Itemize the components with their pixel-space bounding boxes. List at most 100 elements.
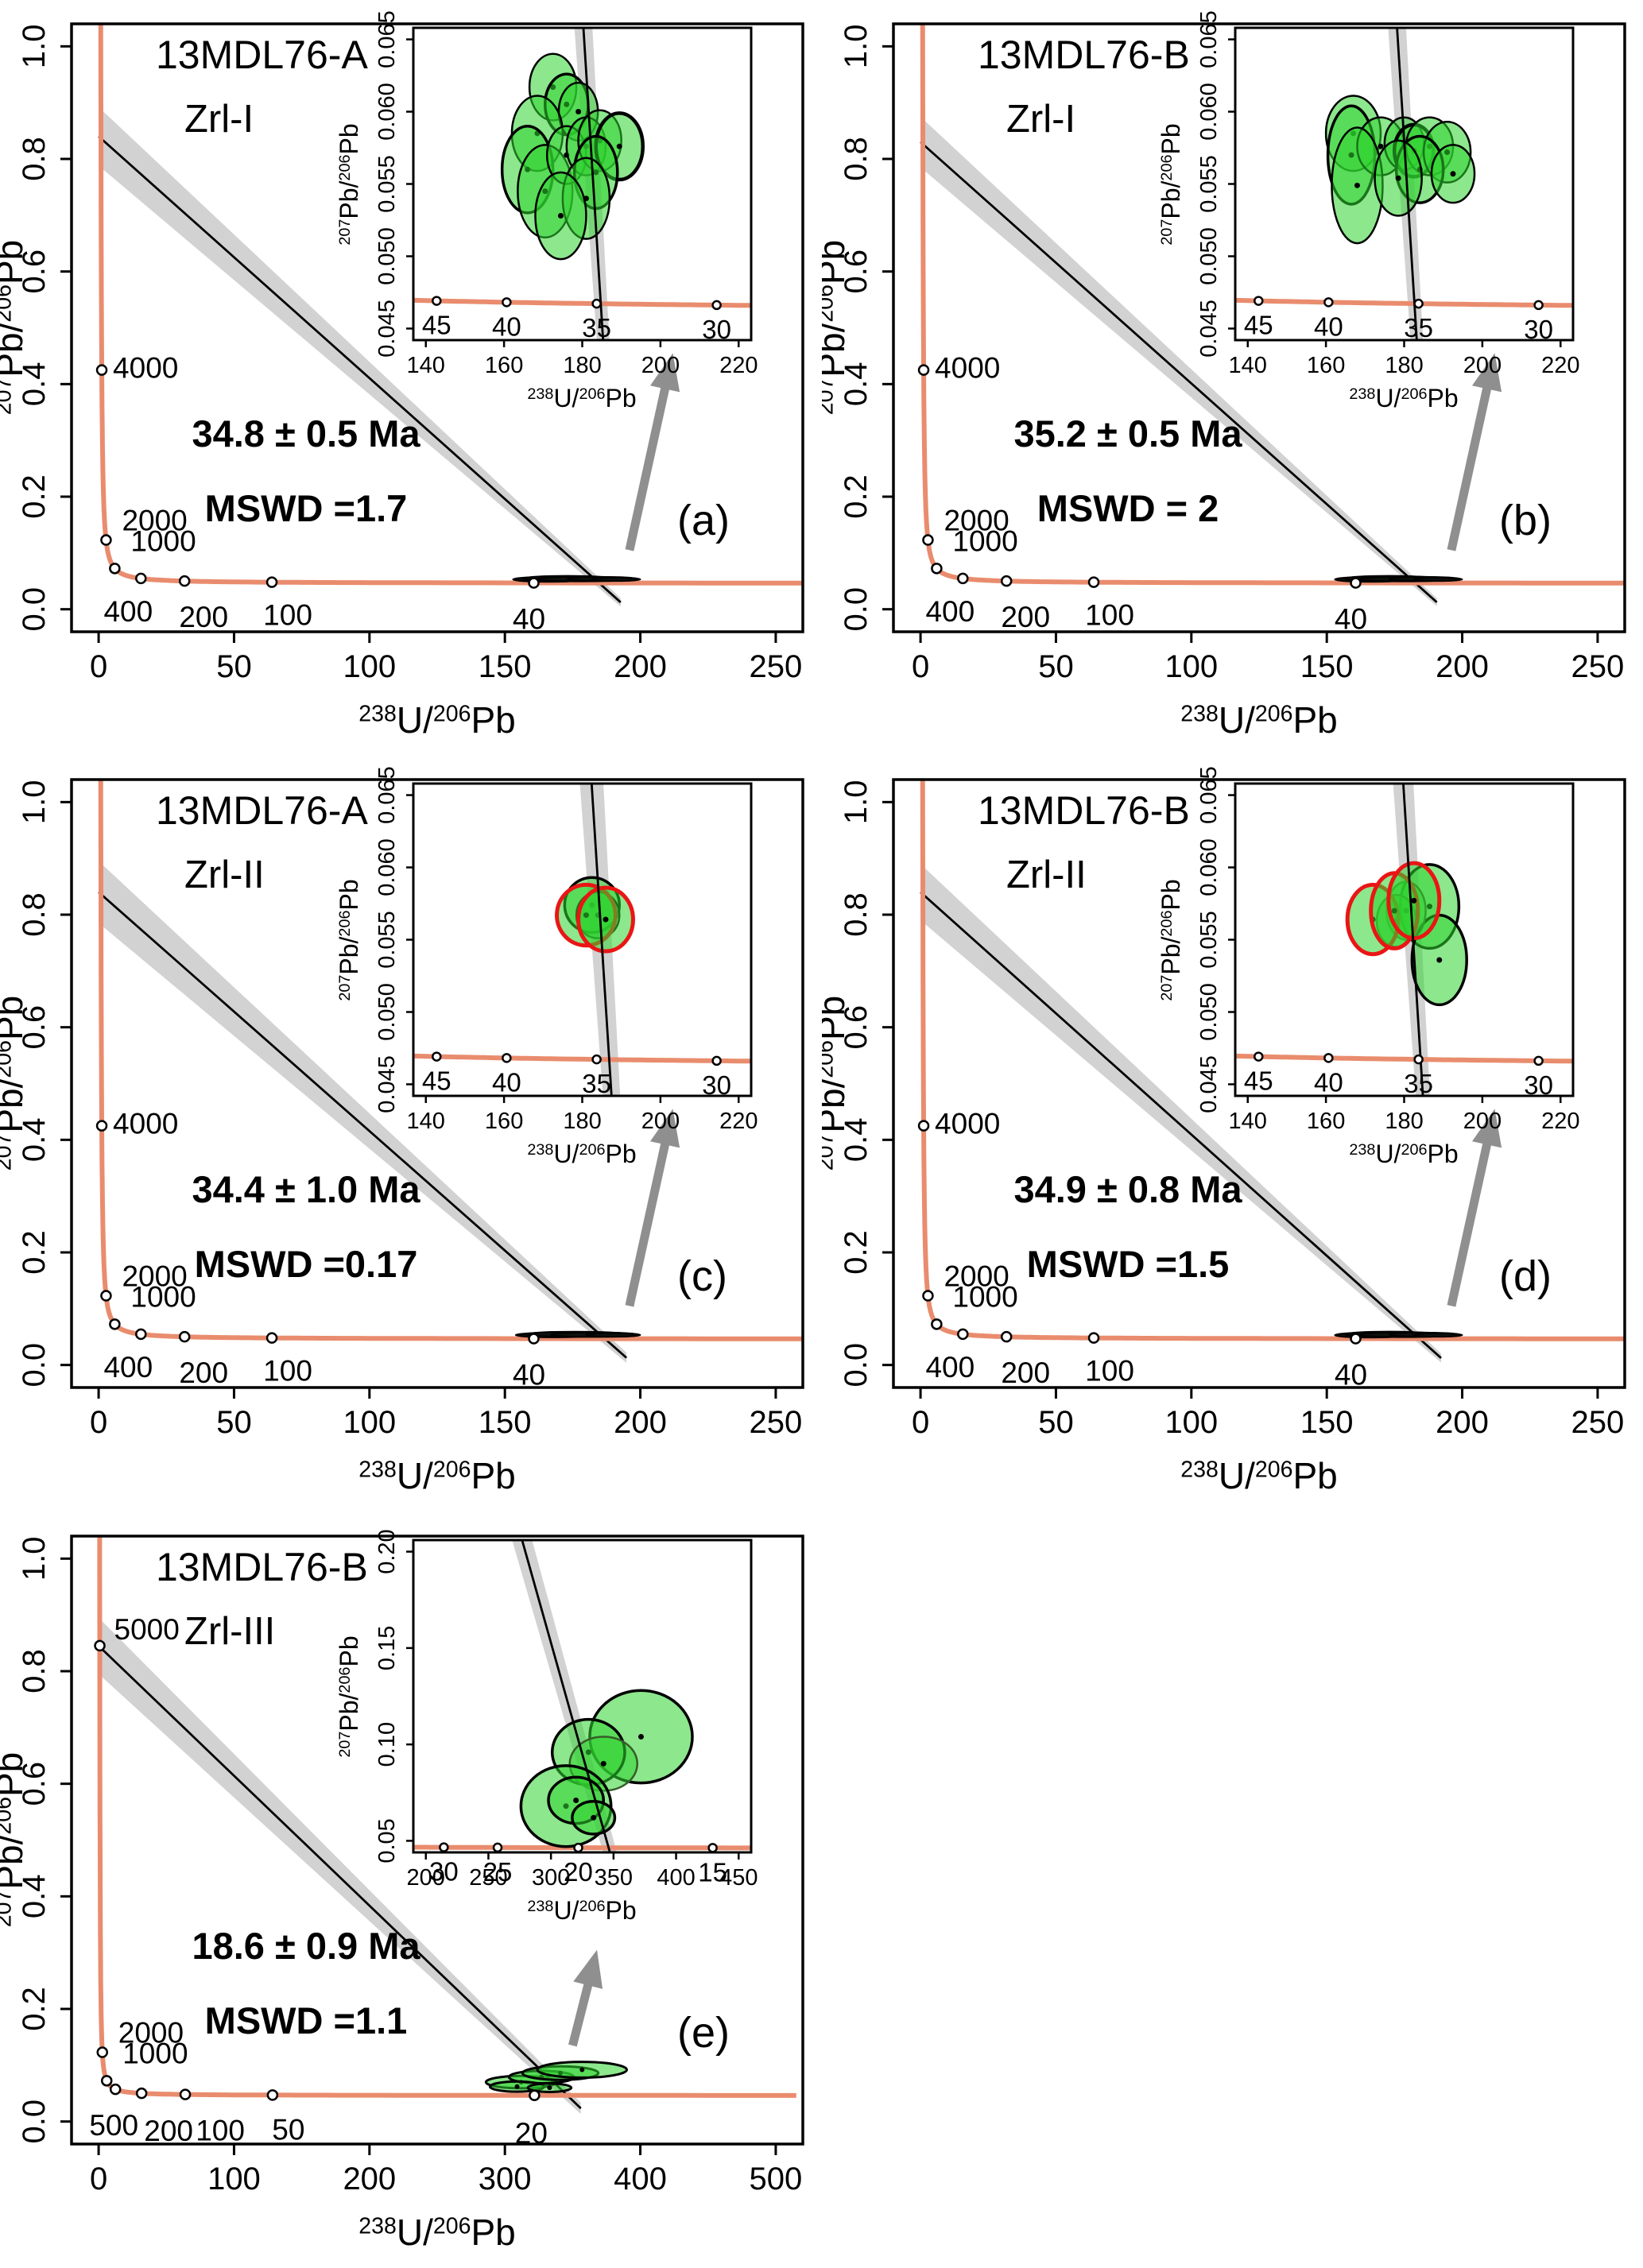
svg-text:0.4: 0.4: [839, 1118, 874, 1163]
svg-text:238U/206Pb: 238U/206Pb: [527, 1896, 636, 1925]
svg-text:238U/206Pb: 238U/206Pb: [527, 384, 636, 412]
svg-text:207Pb/206Pb: 207Pb/206Pb: [822, 996, 852, 1171]
svg-text:160: 160: [1307, 353, 1345, 378]
svg-text:0.045: 0.045: [374, 1055, 400, 1113]
svg-text:5000: 5000: [114, 1613, 180, 1646]
svg-text:100: 100: [1085, 1355, 1134, 1388]
svg-text:0.2: 0.2: [839, 474, 874, 519]
svg-text:238U/206Pb: 238U/206Pb: [358, 1455, 515, 1496]
svg-text:45: 45: [422, 311, 451, 340]
svg-text:0.0: 0.0: [17, 2100, 52, 2144]
svg-text:1.0: 1.0: [17, 25, 52, 69]
svg-text:300: 300: [532, 1865, 570, 1891]
svg-text:220: 220: [1541, 353, 1579, 378]
svg-text:0.055: 0.055: [374, 911, 400, 969]
svg-text:35: 35: [582, 1069, 611, 1098]
svg-text:0: 0: [90, 2162, 107, 2196]
svg-text:200: 200: [179, 1357, 228, 1389]
svg-text:2000: 2000: [122, 1260, 187, 1293]
svg-text:350: 350: [595, 1865, 633, 1891]
zone-label: Zrl-I: [184, 98, 254, 141]
svg-text:0.6: 0.6: [839, 1005, 874, 1050]
svg-text:40: 40: [492, 1067, 521, 1097]
svg-text:207Pb/206Pb: 207Pb/206Pb: [1157, 879, 1185, 1000]
svg-text:0.8: 0.8: [839, 137, 874, 181]
svg-text:0.050: 0.050: [374, 227, 400, 285]
svg-text:50: 50: [216, 1405, 252, 1440]
svg-text:0.10: 0.10: [374, 1722, 400, 1767]
svg-text:1.0: 1.0: [839, 25, 874, 69]
svg-text:238U/206Pb: 238U/206Pb: [1180, 1455, 1337, 1496]
svg-text:500: 500: [750, 2162, 803, 2196]
panel-letter: (e): [677, 2009, 730, 2057]
svg-text:220: 220: [1541, 1109, 1579, 1134]
svg-text:0.065: 0.065: [1196, 10, 1222, 68]
svg-text:0.4: 0.4: [17, 1875, 52, 1919]
svg-text:207Pb/206Pb: 207Pb/206Pb: [0, 996, 30, 1171]
svg-text:50: 50: [272, 2113, 304, 2146]
svg-text:250: 250: [469, 1865, 507, 1891]
svg-text:100: 100: [207, 2162, 261, 2196]
svg-text:180: 180: [1385, 353, 1423, 378]
svg-text:140: 140: [407, 353, 445, 378]
svg-text:0.065: 0.065: [1196, 766, 1222, 824]
svg-text:0.045: 0.045: [1196, 300, 1222, 358]
svg-text:100: 100: [1164, 1405, 1218, 1440]
svg-text:0.8: 0.8: [17, 892, 52, 937]
svg-text:200: 200: [641, 353, 680, 378]
zone-label: Zrl-I: [1006, 98, 1076, 141]
svg-text:100: 100: [343, 1405, 396, 1440]
svg-text:0.6: 0.6: [17, 1005, 52, 1050]
zone-label: Zrl-II: [1006, 853, 1087, 896]
svg-text:200: 200: [1001, 601, 1050, 633]
svg-text:0.2: 0.2: [17, 1230, 52, 1275]
svg-text:1000: 1000: [130, 1280, 196, 1313]
svg-text:200: 200: [614, 1405, 667, 1440]
svg-text:220: 220: [719, 1109, 758, 1134]
svg-text:300: 300: [479, 2162, 532, 2196]
mswd-label: MSWD =0.17: [194, 1243, 418, 1285]
svg-text:45: 45: [1244, 311, 1273, 340]
svg-text:207Pb/206Pb: 207Pb/206Pb: [0, 1752, 30, 1927]
svg-text:238U/206Pb: 238U/206Pb: [358, 699, 515, 741]
svg-text:0.15: 0.15: [374, 1626, 400, 1670]
svg-text:200: 200: [1463, 353, 1502, 378]
svg-text:1000: 1000: [952, 524, 1017, 557]
panel-letter: (c): [677, 1252, 727, 1300]
svg-text:40: 40: [513, 603, 545, 636]
svg-text:2000: 2000: [122, 505, 187, 537]
svg-text:160: 160: [485, 1109, 523, 1134]
svg-text:200: 200: [144, 2115, 193, 2147]
svg-text:207Pb/206Pb: 207Pb/206Pb: [335, 123, 363, 245]
svg-text:0.060: 0.060: [1196, 83, 1222, 141]
svg-text:200: 200: [407, 1865, 445, 1891]
svg-text:0.055: 0.055: [1196, 155, 1222, 213]
svg-text:0.0: 0.0: [17, 1343, 52, 1388]
svg-text:40: 40: [1335, 1359, 1367, 1391]
svg-text:100: 100: [1085, 599, 1134, 632]
svg-text:250: 250: [1571, 1405, 1625, 1440]
svg-text:0.6: 0.6: [17, 250, 52, 294]
svg-text:0.050: 0.050: [1196, 983, 1222, 1041]
svg-text:100: 100: [1164, 649, 1218, 684]
svg-text:15: 15: [698, 1857, 727, 1887]
svg-text:200: 200: [1001, 1357, 1050, 1389]
svg-text:0.6: 0.6: [17, 1762, 52, 1806]
svg-text:0.045: 0.045: [1196, 1055, 1222, 1113]
svg-text:207Pb/206Pb: 207Pb/206Pb: [1157, 123, 1185, 245]
svg-text:238U/206Pb: 238U/206Pb: [1349, 1140, 1458, 1168]
svg-text:140: 140: [1229, 353, 1267, 378]
svg-text:20: 20: [564, 1857, 593, 1887]
panel-b: 4000 2000 1000 400 200 100 40 0 50 100 150 200 250 0.…: [822, 0, 1643, 756]
svg-text:0: 0: [90, 1405, 107, 1440]
svg-text:40: 40: [1314, 312, 1343, 341]
svg-text:4000: 4000: [935, 352, 1000, 385]
mswd-label: MSWD =1.5: [1026, 1243, 1230, 1285]
svg-text:2000: 2000: [944, 505, 1009, 537]
svg-text:0.4: 0.4: [17, 1118, 52, 1163]
svg-text:50: 50: [1038, 649, 1074, 684]
svg-text:1000: 1000: [952, 1280, 1017, 1313]
svg-text:200: 200: [614, 649, 667, 684]
